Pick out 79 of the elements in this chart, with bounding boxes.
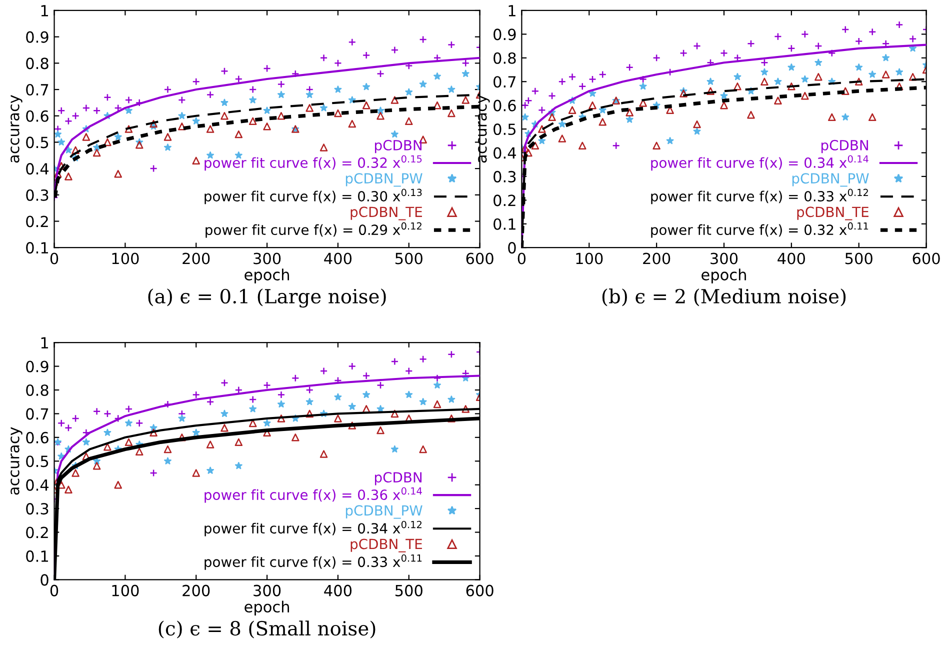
legend-label: power fit curve f(x) = 0.32 x$^{0.11}$	[651, 222, 868, 238]
legend-label: pCDBN_PW	[346, 173, 422, 187]
x-tick-label: 400	[778, 252, 805, 264]
legend-label: power fit curve f(x) = 0.33 x$^{0.12}$	[651, 188, 868, 204]
y-tick-label: 0.6	[26, 110, 48, 122]
y-tick-label: 0	[40, 574, 48, 586]
x-axis-title: epoch	[702, 268, 746, 284]
y-tick-label: 0.3	[494, 170, 516, 182]
y-tick-label: 0.8	[494, 52, 516, 64]
x-axis-title: epoch	[244, 268, 289, 284]
y-tick-label: 0.1	[494, 218, 516, 230]
y-tick-label: 0.5	[494, 124, 516, 136]
y-tick-label: 1	[508, 5, 516, 16]
legend-label: pCDBN_TE	[797, 206, 868, 220]
legend-label: power fit curve f(x) = 0.32 x$^{0.15}$	[204, 155, 422, 171]
y-tick-label: 0.8	[26, 384, 48, 396]
y-tick-label: 0.7	[494, 76, 516, 88]
y-tick-label: 0.2	[494, 194, 516, 206]
legend-label: pCDBN	[821, 140, 868, 154]
legend-label: pCDBN	[374, 140, 422, 154]
x-tick-label: 200	[643, 252, 670, 264]
x-tick-label: 600	[912, 252, 940, 264]
x-tick-label: 400	[324, 252, 352, 264]
x-tick-label: 300	[254, 252, 281, 264]
legend-label: pCDBN	[374, 472, 422, 486]
y-tick-label: 0.3	[26, 189, 48, 201]
legend-label: power fit curve f(x) = 0.34 x$^{0.14}$	[651, 155, 868, 171]
y-tick-label: 0.6	[26, 432, 48, 444]
x-tick-label: 100	[112, 252, 139, 264]
y-tick-label: 0.8	[26, 58, 48, 70]
y-tick-label: 0.7	[26, 408, 48, 420]
x-tick-label: 300	[710, 252, 738, 264]
x-tick-label: 500	[845, 252, 872, 264]
x-axis-title: epoch	[244, 600, 289, 616]
legend-label: power fit curve f(x) = 0.34 x$^{0.12}$	[204, 520, 422, 536]
y-tick-label: 1	[41, 5, 48, 16]
text: (b) ϵ = 2 (Medium noise)	[602, 288, 846, 306]
x-tick-label: 600	[466, 584, 494, 596]
y-tick-label: 0.7	[26, 84, 48, 96]
y-tick-label: 0.5	[26, 456, 48, 468]
y-tick-label: 0.2	[26, 526, 48, 538]
y-tick-label: 0.9	[494, 28, 516, 40]
y-tick-label: 0.1	[26, 550, 48, 562]
x-tick-label: 100	[576, 252, 603, 264]
y-tick-label: 1	[41, 337, 48, 348]
y-tick-label: 0.9	[26, 360, 48, 372]
legend-label: pCDBN_TE	[350, 206, 422, 220]
y-tick-label: 0.3	[26, 503, 48, 515]
text: (a) ϵ = 0.1 (Large noise)	[148, 288, 386, 308]
y-tick-label: 0.4	[494, 147, 516, 159]
y-tick-label: 0.9	[26, 31, 48, 43]
x-tick-label: 100	[112, 584, 139, 596]
x-tick-label: 0	[518, 252, 526, 264]
legend-label: power fit curve f(x) = 0.36 x$^{0.14}$	[204, 487, 422, 503]
legend-label: power fit curve f(x) = 0.33 x$^{0.11}$	[204, 554, 422, 570]
legend-label: pCDBN_TE	[350, 538, 422, 552]
x-tick-label: 500	[395, 252, 422, 264]
y-axis-title: accuracy	[10, 95, 22, 163]
x-tick-label: 0	[50, 584, 58, 596]
y-tick-label: 0.1	[26, 242, 48, 254]
x-tick-label: 400	[324, 584, 352, 596]
x-tick-label: 200	[182, 252, 210, 264]
legend-label: pCDBN_PW	[792, 173, 869, 187]
y-tick-label: 0.4	[26, 163, 49, 175]
x-tick-label: 0	[50, 252, 58, 264]
y-tick-label: 0.2	[26, 216, 48, 228]
y-tick-label: 0.5	[26, 136, 48, 148]
legend-label: power fit curve f(x) = 0.30 x$^{0.13}$	[204, 188, 422, 204]
y-tick-label: 0.4	[26, 479, 49, 491]
text: (c) ϵ = 8 (Small noise)	[158, 620, 376, 638]
x-tick-label: 600	[466, 252, 494, 264]
x-tick-label: 300	[254, 584, 281, 596]
legend-label: pCDBN_PW	[346, 505, 422, 519]
y-tick-label: 0.6	[494, 100, 516, 112]
y-axis-title: accuracy	[10, 427, 22, 495]
x-tick-label: 200	[182, 584, 210, 596]
x-tick-label: 500	[395, 584, 422, 596]
legend-label: power fit curve f(x) = 0.29 x$^{0.12}$	[206, 222, 422, 238]
y-tick-label: 0	[508, 242, 516, 254]
